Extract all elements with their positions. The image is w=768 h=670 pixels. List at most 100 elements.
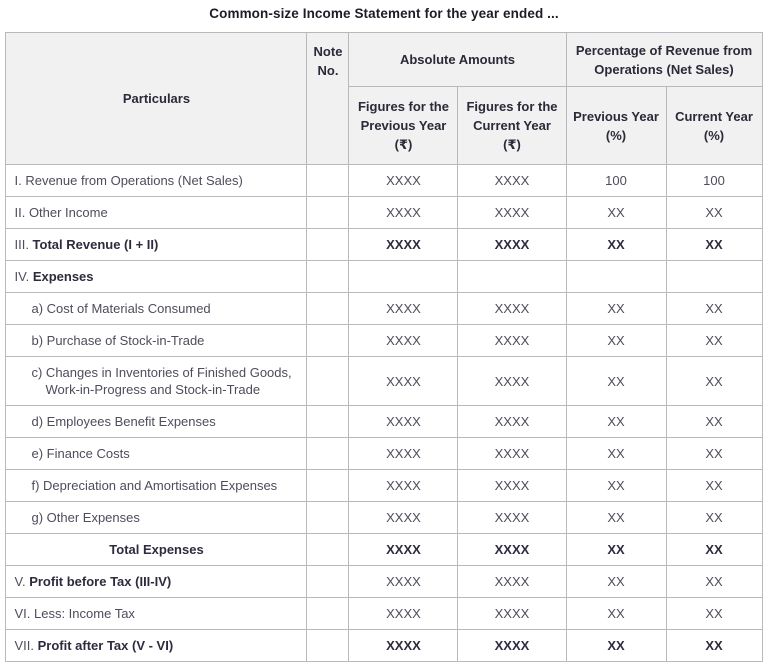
table-row: e) Finance Costs XXXX XXXX XX XX [5,437,763,470]
row-value-cell: XX [665,597,763,630]
row-value-cell: XXXX [348,405,459,438]
table-row: c) Changes in Inventories of Finished Go… [5,356,763,406]
row-particulars: VI. Less: Income Tax [5,597,308,630]
table-row: f) Depreciation and Amortisation Expense… [5,469,763,502]
row-value-cell: XXXX [348,164,459,197]
row-note-cell [306,469,350,502]
row-note-cell [306,260,350,293]
table-row: II. Other Income XXXX XXXX XX XX [5,196,763,229]
row-value-cell: XXXX [457,597,567,630]
row-note-cell [306,292,350,325]
row-note-cell [306,565,350,598]
row-value-cell: XX [565,565,667,598]
header-note-no: Note No. [306,32,350,165]
table-row: Total Expenses XXXX XXXX XX XX [5,533,763,566]
row-particulars: a) Cost of Materials Consumed [5,292,308,325]
row-note-cell [306,228,350,261]
row-label: e) Finance Costs [31,446,130,461]
table-row: d) Employees Benefit Expenses XXXX XXXX XX X… [5,405,763,438]
row-note-cell [306,533,350,566]
row-value-cell: XXXX [457,324,567,357]
row-label: Profit before Tax (III-IV) [29,574,172,589]
header-percentage-of-revenue: Percentage of Revenue from Operations (N… [565,32,763,87]
row-value-cell: XXXX [348,469,459,502]
row-value-cell: XXXX [348,565,459,598]
row-value-cell [457,260,567,293]
row-value-cell: XX [665,469,763,502]
row-value-cell: XX [665,356,763,406]
row-value-cell: XX [565,356,667,406]
row-value-cell: XX [665,629,763,662]
row-value-cell: XX [565,597,667,630]
row-prefix: III. [14,237,33,252]
row-value-cell: XX [565,629,667,662]
row-value-cell: XX [565,228,667,261]
row-label: c) Changes in Inventories of Finished Go… [31,365,292,397]
row-particulars: IV. Expenses [5,260,308,293]
table-row: IV. Expenses [5,260,763,293]
row-particulars: II. Other Income [5,196,308,229]
row-value-cell: XXXX [457,292,567,325]
row-value-cell [665,260,763,293]
row-value-cell: XXXX [457,164,567,197]
row-value-cell: XXXX [457,565,567,598]
row-value-cell: XXXX [348,324,459,357]
row-prefix: V. [14,574,30,589]
row-value-cell: XX [665,324,763,357]
row-particulars: VII. Profit after Tax (V - VI) [5,629,308,662]
table-row: VII. Profit after Tax (V - VI) XXXX XXXX XX… [5,629,763,662]
row-value-cell: XX [665,196,763,229]
row-value-cell: XX [565,469,667,502]
row-value-cell: XX [565,501,667,534]
row-particulars: d) Employees Benefit Expenses [5,405,308,438]
row-value-cell: XXXX [457,405,567,438]
row-label: f) Depreciation and Amortisation Expense… [31,478,278,493]
row-note-cell [306,164,350,197]
row-value-cell [565,260,667,293]
row-value-cell: XX [565,292,667,325]
row-particulars: g) Other Expenses [5,501,308,534]
row-note-cell [306,501,350,534]
header-row-sub: Figures for the Previous Year (₹) Figure… [6,86,763,165]
row-value-cell: XXXX [457,228,567,261]
page-title: Common-size Income Statement for the yea… [209,6,559,21]
row-label: Less: Income Tax [34,606,135,621]
row-value-cell: XX [665,565,763,598]
row-label: Revenue from Operations (Net Sales) [25,173,243,188]
row-particulars: c) Changes in Inventories of Finished Go… [5,356,308,406]
header-absolute-amounts: Absolute Amounts [348,32,567,87]
row-value-cell: XX [665,228,763,261]
row-particulars: Total Expenses [5,533,308,566]
header-current-year-pct: Current Year (%) [665,86,763,165]
row-particulars: f) Depreciation and Amortisation Expense… [5,469,308,502]
row-value-cell: XXXX [457,469,567,502]
row-value-cell: XXXX [457,533,567,566]
table-row: g) Other Expenses XXXX XXXX XX XX [5,501,763,534]
row-value-cell: XXXX [457,501,567,534]
row-particulars: V. Profit before Tax (III-IV) [5,565,308,598]
row-value-cell: XX [565,533,667,566]
row-prefix: VI. [14,606,34,621]
row-value-cell: XX [665,437,763,470]
row-note-cell [306,356,350,406]
header-figures-previous-year: Figures for the Previous Year (₹) [348,86,459,165]
row-label: Total Expenses [109,542,204,557]
row-label: a) Cost of Materials Consumed [31,301,211,316]
row-value-cell: XX [665,405,763,438]
row-prefix: I. [14,173,26,188]
row-note-cell [306,405,350,438]
row-value-cell: XXXX [348,597,459,630]
row-value-cell: XX [565,405,667,438]
row-prefix: VII. [14,638,38,653]
row-value-cell [348,260,459,293]
row-label: b) Purchase of Stock-in-Trade [31,333,205,348]
row-value-cell: XXXX [348,533,459,566]
header-particulars: Particulars [5,32,308,165]
row-label: Profit after Tax (V - VI) [37,638,174,653]
row-note-cell [306,629,350,662]
table-row: a) Cost of Materials Consumed XXXX XXXX XX X… [5,292,763,325]
row-value-cell: XXXX [348,501,459,534]
row-value-cell: XX [665,292,763,325]
row-value-cell: XXXX [348,196,459,229]
